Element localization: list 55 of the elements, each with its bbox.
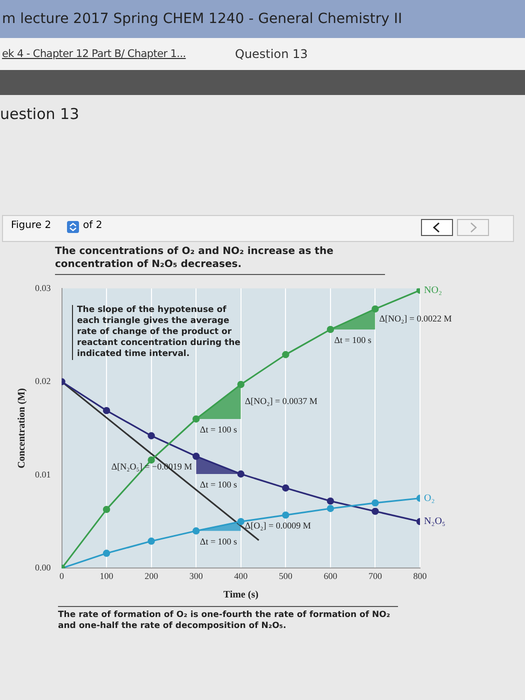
text: Question 13: [235, 46, 308, 63]
text: m lecture 2017 Spring CHEM 1240 - General Chemistry II: [0, 0, 525, 38]
point: [192, 452, 200, 460]
point: [192, 415, 200, 423]
point: [372, 305, 379, 313]
annotation: Δt = 100 s: [200, 479, 238, 490]
annotation: Δt = 100 s: [200, 424, 238, 434]
point: [282, 511, 290, 519]
x-tick-label: 700: [368, 570, 382, 581]
annotation: Δt = 100 s: [334, 334, 372, 345]
point: [237, 470, 244, 478]
series-label: NO₂: [424, 284, 442, 296]
x-tick-label: 800: [413, 570, 428, 581]
series-label: N₂O₅: [424, 516, 446, 528]
point: [282, 351, 290, 358]
x-tick-label: 600: [324, 570, 338, 581]
y-axis-title: Concentration (M): [16, 388, 28, 468]
x-tick-label: 0: [60, 570, 64, 581]
y-tick-label: 0.03: [35, 282, 52, 293]
annotation: Δt = 100 s: [200, 536, 238, 546]
point: [372, 499, 379, 507]
x-tick-label: 100: [100, 570, 114, 581]
chart-title: The concentrations of O₂ and NO₂ increase as the concentration of N₂O₅ decreases.: [55, 245, 385, 275]
x-tick-label: 400: [234, 570, 248, 581]
x-tick-label: 500: [278, 570, 293, 581]
annotation: The slope of the hypotenuse of each triangle gives the average rate of change of the product or reactant concentration during the indicated time interval.: [72, 305, 242, 360]
caption: Figure 2: [11, 220, 52, 231]
text: The rate of formation of O₂ is one-fourth the rate of formation of NO₂ and one-half the rate of decomposition of N₂O₅.: [58, 606, 398, 632]
y-tick-label: 0.02: [35, 376, 51, 386]
point: [102, 506, 110, 514]
point: [148, 456, 155, 464]
point: [237, 380, 244, 388]
point: [148, 538, 155, 545]
series-label: O₂: [424, 492, 435, 504]
y-tick-label: 0.00: [35, 562, 52, 573]
x-tick-label: 200: [144, 570, 159, 581]
y-tick-label: 0.01: [35, 469, 51, 480]
annotation: Δ[O₂] = 0.0009 M: [244, 520, 311, 531]
text: of 2: [83, 220, 102, 231]
text: ek 4 - Chapter 12 Part B/ Chapter 1...: [2, 47, 186, 62]
point: [102, 406, 110, 414]
point: [326, 497, 334, 505]
x-tick-label: 300: [189, 570, 204, 581]
point: [282, 484, 290, 492]
text: uestion 13: [0, 105, 80, 123]
point: [326, 504, 334, 512]
point: [326, 326, 334, 334]
point: [237, 518, 244, 526]
point: [148, 432, 155, 440]
annotation: Δ[NO₂] = 0.0037 M: [244, 396, 318, 406]
point: [372, 508, 379, 515]
annotation: Δ[NO₂] = 0.0022 M: [379, 314, 452, 324]
x-axis-title: Time (s): [223, 590, 258, 601]
point: [192, 527, 200, 534]
point: [102, 550, 110, 557]
